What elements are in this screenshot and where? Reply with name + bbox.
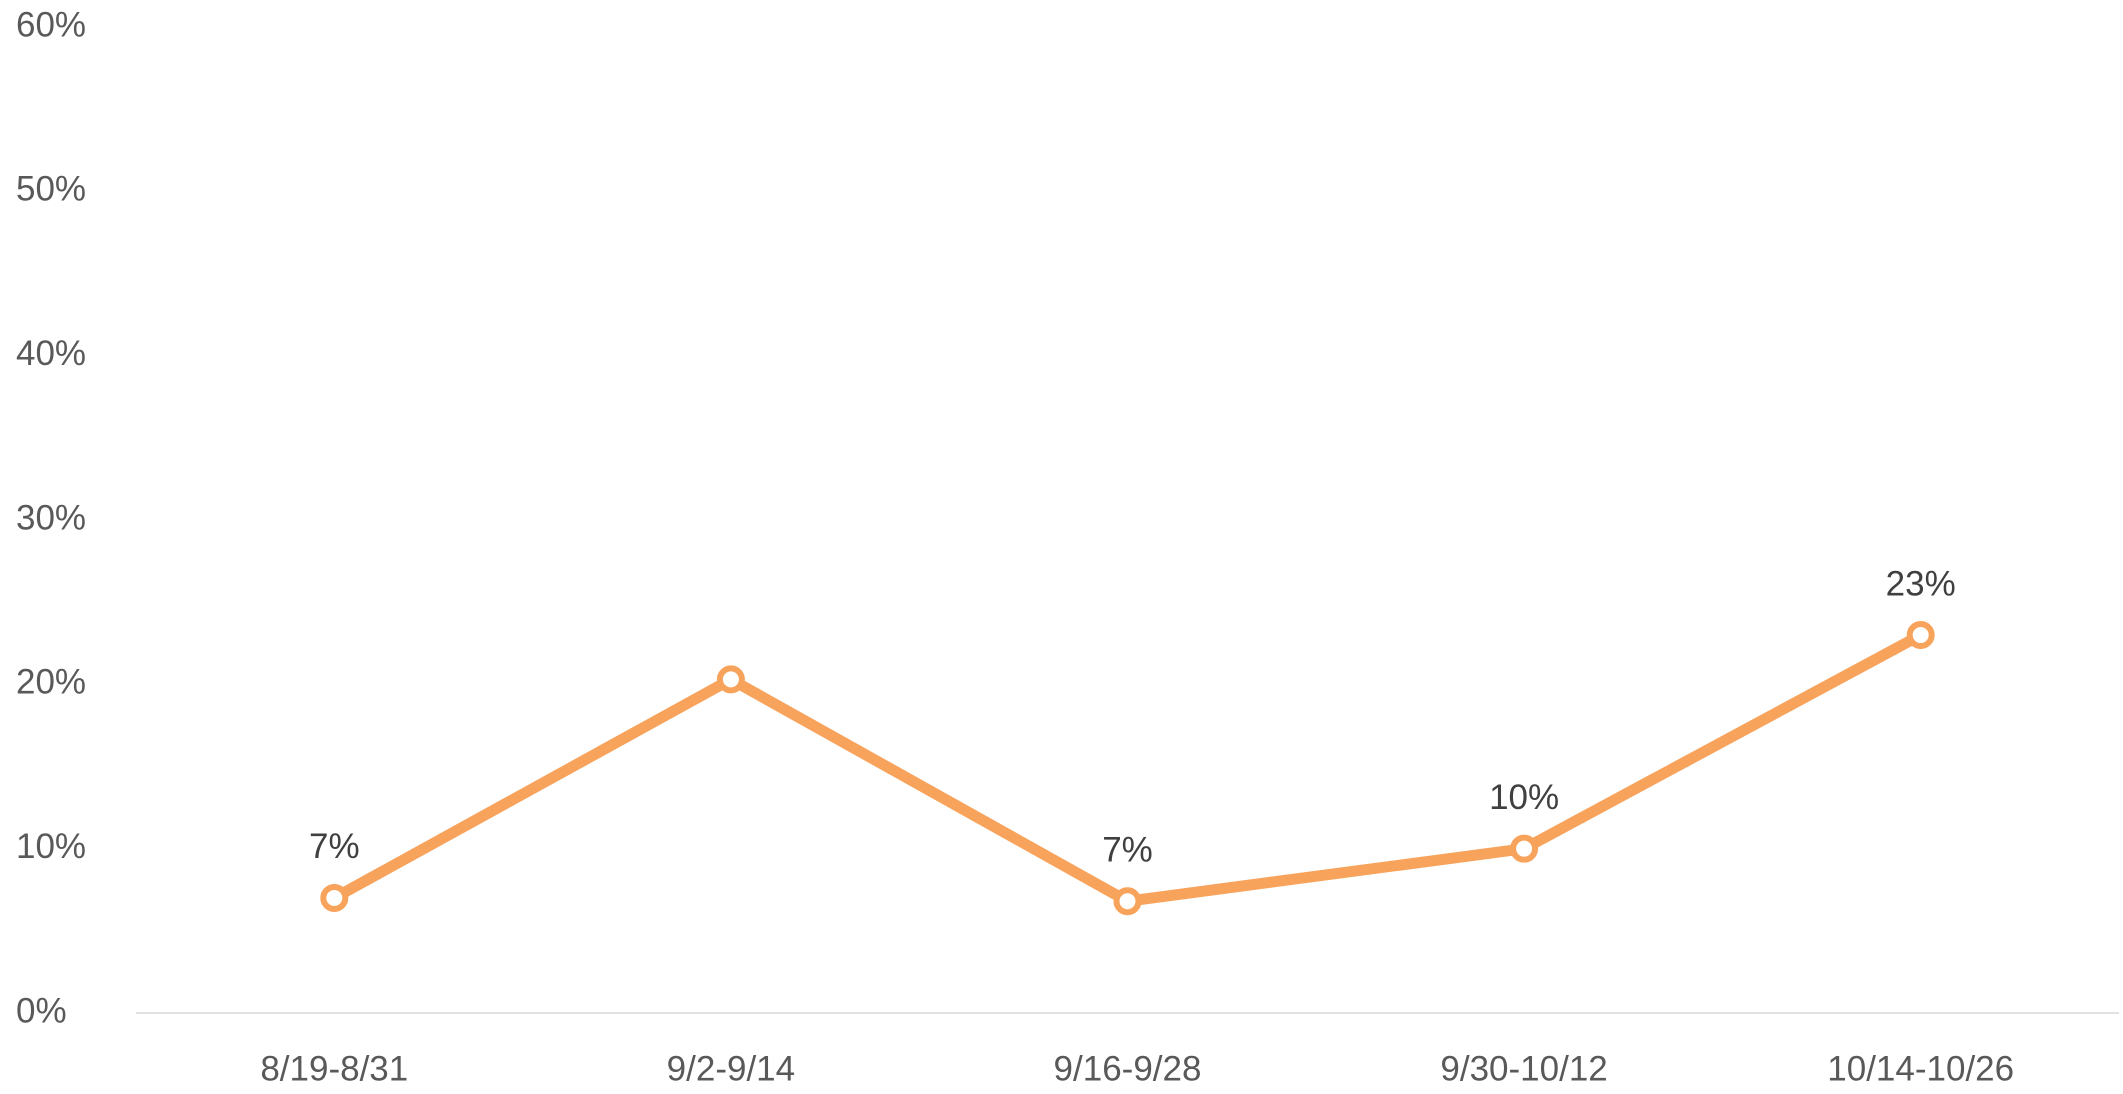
y-tick-label: 20%	[16, 663, 86, 702]
data-label: 23%	[1886, 564, 1956, 603]
data-label: 7%	[1102, 831, 1153, 870]
x-tick-label: 9/2-9/14	[667, 1049, 795, 1088]
y-tick-label: 40%	[16, 334, 86, 373]
point-marker	[320, 883, 349, 912]
point-marker	[716, 665, 745, 694]
y-tick-label: 0%	[16, 991, 67, 1030]
y-tick-label: 10%	[16, 827, 86, 866]
data-label: 10%	[1489, 778, 1559, 817]
x-tick-label: 9/30-10/12	[1440, 1049, 1607, 1088]
y-tick-label: 60%	[16, 5, 86, 44]
point-marker	[1906, 621, 1935, 650]
data-label: 7%	[309, 827, 360, 866]
point-marker	[1113, 887, 1142, 916]
y-tick-label: 50%	[16, 170, 86, 209]
x-tick-label: 8/19-8/31	[260, 1049, 408, 1088]
y-tick-label: 30%	[16, 498, 86, 537]
x-tick-label: 10/14-10/26	[1827, 1049, 2014, 1088]
point-marker	[1510, 834, 1539, 863]
x-tick-label: 9/16-9/28	[1054, 1049, 1202, 1088]
